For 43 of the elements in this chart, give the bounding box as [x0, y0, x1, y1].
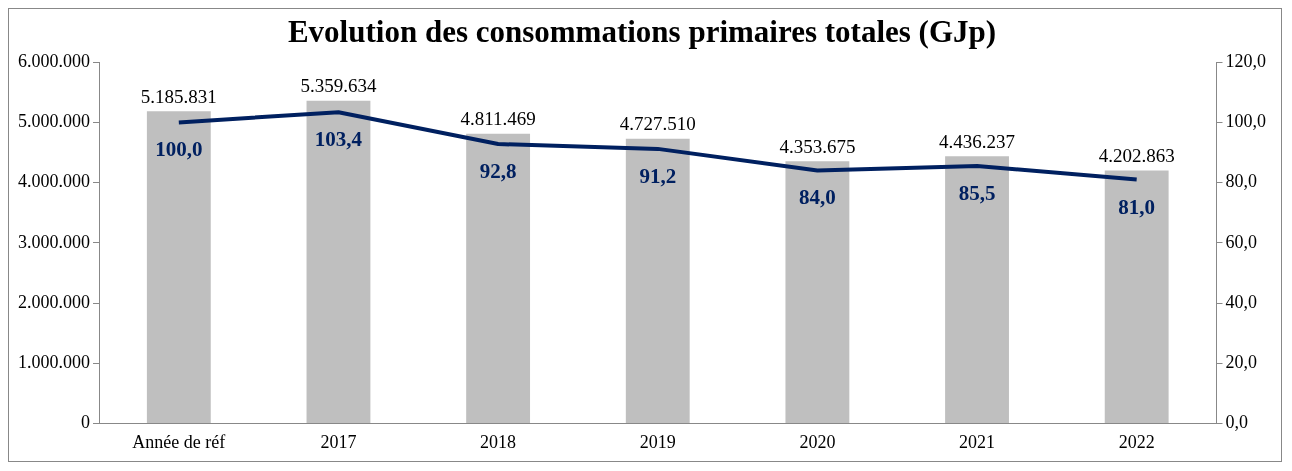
data-label: 4.727.510 — [619, 113, 696, 135]
data-label: 103,4 — [314, 127, 363, 152]
data-label: 84,0 — [799, 185, 836, 210]
x-tick-label: 2022 — [1118, 431, 1155, 452]
x-tick-label: Année de réf — [132, 431, 226, 452]
data-label: 5.185.831 — [140, 85, 217, 107]
bar — [466, 133, 531, 423]
x-tick-label: 2017 — [320, 431, 357, 452]
y2-tick-label: 0,0 — [1225, 412, 1248, 433]
bar — [306, 100, 371, 423]
y2-tick-label: 100,0 — [1225, 111, 1266, 132]
y-tick-label: 1.000.000 — [18, 351, 90, 372]
bar — [945, 156, 1009, 423]
data-label: 100,0 — [155, 137, 203, 162]
data-label: 81,0 — [1118, 194, 1156, 219]
y-tick-label: 0 — [81, 412, 90, 433]
x-tick-label: 2019 — [639, 431, 676, 452]
y-tick-label: 5.000.000 — [18, 111, 90, 132]
bar — [146, 111, 211, 423]
y-tick-label: 4.000.000 — [18, 171, 90, 192]
bar — [785, 161, 850, 423]
chart-title: Evolution des consommations primaires totales (GJp) — [287, 13, 997, 49]
data-label: 92,8 — [479, 158, 517, 183]
y-tick-label: 2.000.000 — [18, 291, 90, 312]
data-label: 5.359.634 — [300, 75, 377, 97]
y2-tick-label: 80,0 — [1225, 171, 1257, 192]
x-tick-label: 2018 — [480, 431, 517, 452]
y2-tick-label: 120,0 — [1225, 50, 1266, 71]
bar — [625, 138, 690, 423]
data-label: 4.436.237 — [939, 130, 1016, 152]
data-label: 91,2 — [639, 163, 677, 188]
bar — [1104, 170, 1169, 423]
y2-tick-label: 60,0 — [1225, 231, 1257, 252]
data-label: 4.353.675 — [779, 135, 856, 157]
y-tick-label: 3.000.000 — [18, 231, 90, 252]
x-tick-label: 2020 — [799, 431, 836, 452]
y2-tick-label: 40,0 — [1225, 291, 1257, 312]
data-label: 4.202.863 — [1098, 144, 1175, 166]
x-tick-label: 2021 — [959, 431, 996, 452]
data-label: 85,5 — [958, 180, 996, 205]
data-label: 4.811.469 — [460, 108, 536, 130]
y2-tick-label: 20,0 — [1225, 351, 1257, 372]
y-tick-label: 6.000.000 — [18, 50, 90, 71]
